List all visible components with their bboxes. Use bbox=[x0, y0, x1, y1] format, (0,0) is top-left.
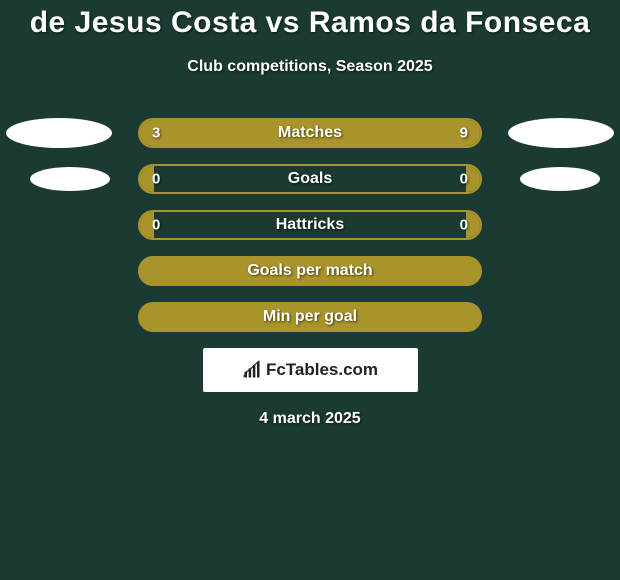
stat-label: Goals bbox=[288, 170, 332, 188]
bar-min-per-goal: Min per goal bbox=[138, 302, 482, 332]
page-title: de Jesus Costa vs Ramos da Fonseca bbox=[0, 6, 620, 40]
logo-box[interactable]: FcTables.com bbox=[203, 348, 418, 392]
stat-label: Hattricks bbox=[276, 216, 344, 234]
stat-value-right: 0 bbox=[460, 217, 468, 234]
player-left-avatar bbox=[6, 118, 112, 148]
bar-fill-right bbox=[466, 166, 480, 192]
stat-row-goals: 0 Goals 0 bbox=[0, 164, 620, 194]
stat-value-right: 0 bbox=[460, 171, 468, 188]
date-label: 4 march 2025 bbox=[0, 410, 620, 428]
stat-value-right: 9 bbox=[460, 125, 468, 142]
bar-fill-right bbox=[225, 120, 480, 146]
chart-icon bbox=[242, 360, 262, 380]
bar-hattricks: 0 Hattricks 0 bbox=[138, 210, 482, 240]
bar-matches: 3 Matches 9 bbox=[138, 118, 482, 148]
stat-label: Goals per match bbox=[247, 262, 372, 280]
bar-goals: 0 Goals 0 bbox=[138, 164, 482, 194]
stats-section: 3 Matches 9 0 Goals 0 0 Hattricks bbox=[0, 118, 620, 332]
player-right-avatar bbox=[508, 118, 614, 148]
stat-row-goals-per-match: Goals per match bbox=[0, 256, 620, 286]
stat-row-min-per-goal: Min per goal bbox=[0, 302, 620, 332]
stat-value-left: 0 bbox=[152, 171, 160, 188]
player-right-avatar-small bbox=[520, 167, 600, 191]
stat-value-left: 0 bbox=[152, 217, 160, 234]
main-container: de Jesus Costa vs Ramos da Fonseca Club … bbox=[0, 0, 620, 428]
stat-value-left: 3 bbox=[152, 125, 160, 142]
stat-label: Matches bbox=[278, 124, 342, 142]
stat-row-matches: 3 Matches 9 bbox=[0, 118, 620, 148]
logo-text: FcTables.com bbox=[266, 360, 378, 380]
player-left-avatar-small bbox=[30, 167, 110, 191]
subtitle: Club competitions, Season 2025 bbox=[0, 58, 620, 76]
bar-fill-right bbox=[466, 212, 480, 238]
stat-label: Min per goal bbox=[263, 308, 357, 326]
stat-row-hattricks: 0 Hattricks 0 bbox=[0, 210, 620, 240]
bar-goals-per-match: Goals per match bbox=[138, 256, 482, 286]
